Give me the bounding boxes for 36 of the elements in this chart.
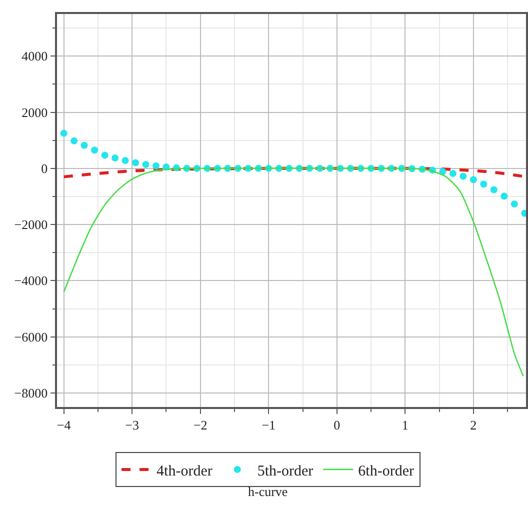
x-tick-label: 0	[334, 417, 340, 432]
point	[510, 200, 518, 208]
y-tick-label: −2000	[14, 217, 48, 232]
x-tick-label: 2	[470, 417, 477, 432]
point	[460, 172, 467, 180]
x-tick-label: −2	[193, 417, 208, 432]
y-tick-label: 2000	[22, 104, 48, 120]
y-tick-label: −8000	[14, 386, 48, 401]
x-tick-label: −3	[125, 417, 140, 432]
legend-label: 6th-order	[358, 463, 414, 480]
text: h-curve	[248, 484, 288, 499]
x-tick-label: 1	[402, 417, 408, 432]
point	[152, 162, 160, 170]
point	[91, 146, 98, 154]
point	[80, 142, 88, 149]
legend-label: 4th-order	[156, 463, 212, 480]
y-tick-label: 0	[41, 160, 48, 176]
point	[449, 170, 456, 177]
x-tick-label: −4	[56, 417, 72, 432]
legend-label: 5th-order	[257, 463, 314, 480]
point	[142, 160, 150, 168]
x-tick-label: −1	[262, 417, 276, 432]
point	[122, 157, 129, 164]
point	[500, 192, 508, 200]
point	[60, 130, 68, 137]
point	[132, 159, 140, 166]
y-tick-label: −4000	[14, 273, 48, 288]
point	[112, 154, 119, 162]
y-tick-label: 4000	[22, 48, 48, 64]
point	[480, 180, 488, 188]
point	[70, 137, 78, 144]
point	[439, 168, 446, 175]
point	[101, 152, 108, 159]
point	[490, 186, 498, 194]
point	[470, 176, 477, 184]
y-tick-label: −6000	[14, 329, 48, 344]
